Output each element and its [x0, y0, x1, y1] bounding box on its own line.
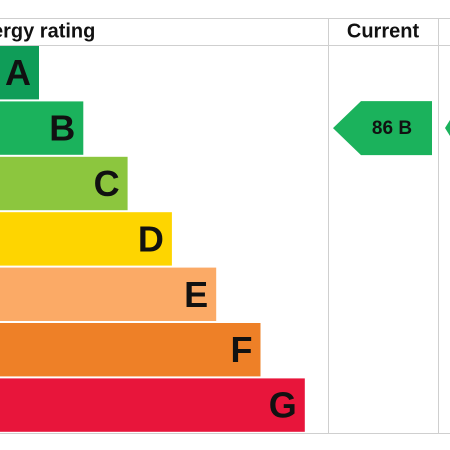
table-borders: [0, 18, 450, 434]
band-bar: [0, 212, 172, 266]
band-bar: [0, 378, 305, 432]
header-title: ergy rating: [0, 20, 95, 42]
band-letter: D: [138, 218, 164, 259]
band-letter: A: [5, 52, 31, 93]
band-letter: E: [184, 274, 208, 315]
band-letter: G: [269, 385, 297, 426]
current-arrow: [333, 101, 432, 156]
band-bar: [0, 101, 84, 155]
band-bar: [0, 323, 261, 377]
band-bar: [0, 46, 39, 100]
band-bar: [0, 267, 217, 321]
potential-arrow: [445, 120, 450, 136]
header-current: Current: [347, 20, 420, 42]
band-letter: F: [231, 329, 253, 370]
band-letter: B: [49, 108, 75, 149]
band-letter: C: [94, 163, 120, 204]
current-label: 86 B: [372, 118, 412, 139]
band-bar: [0, 156, 128, 211]
